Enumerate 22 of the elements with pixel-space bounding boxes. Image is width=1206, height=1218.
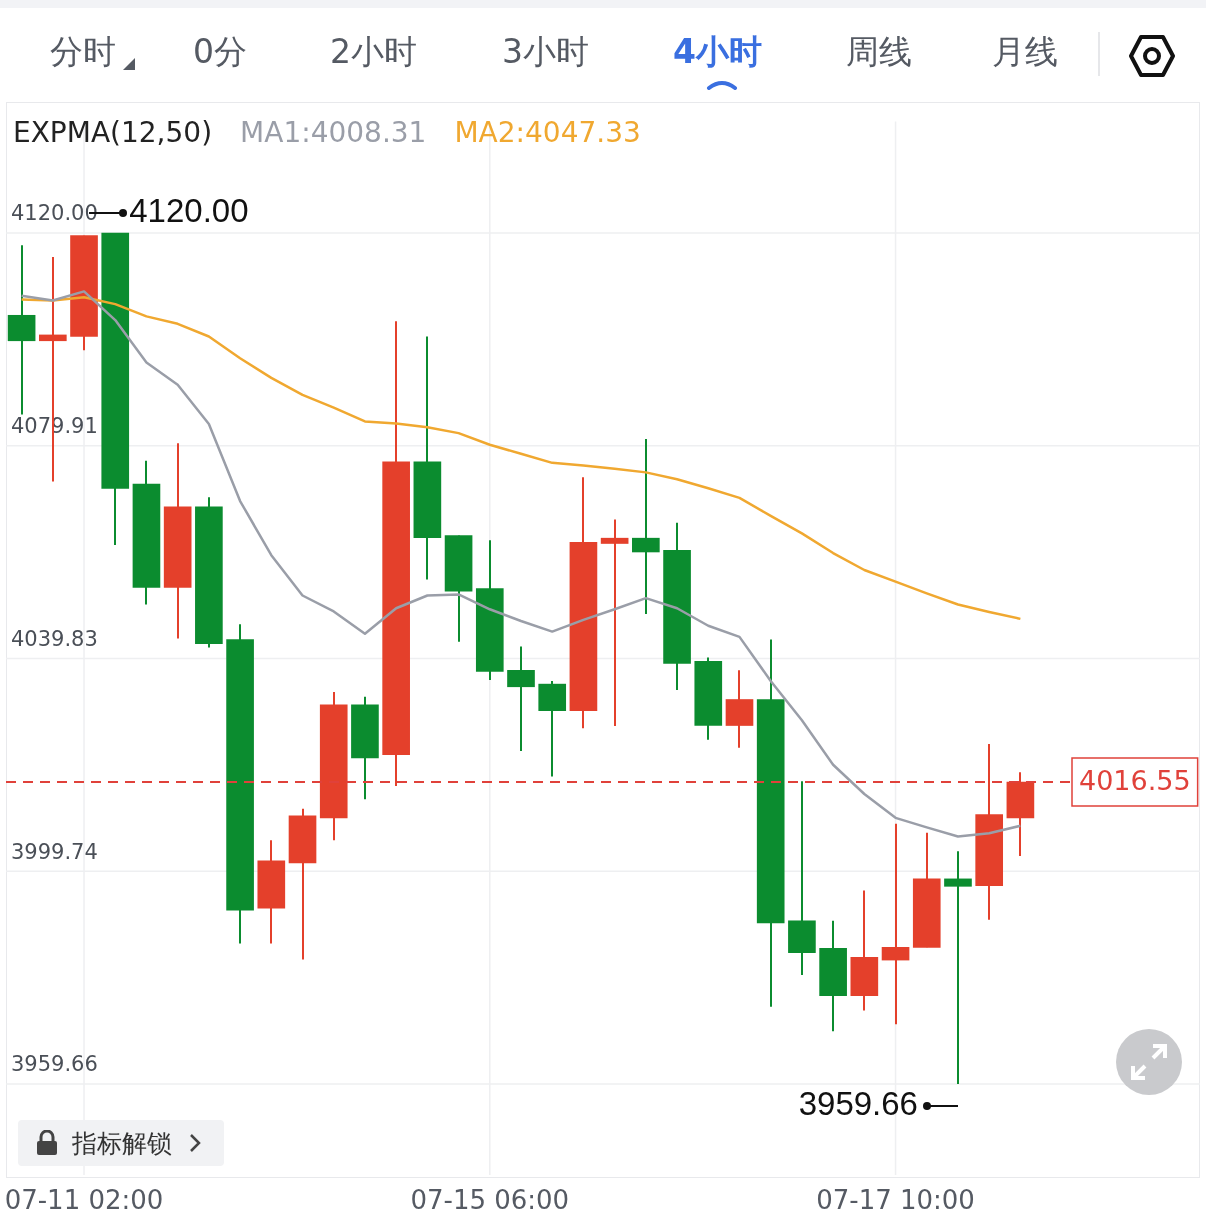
y-tick-label: 3999.74 xyxy=(11,839,98,864)
text: 3小时 xyxy=(502,31,589,73)
text: 2小时 xyxy=(330,31,417,73)
text: 周线 xyxy=(846,31,912,73)
x-tick-label: 07-17 10:00 xyxy=(816,1185,975,1216)
annotation: 4120.00 xyxy=(129,192,249,230)
ref-line-label: 4016.55 xyxy=(1079,765,1191,797)
text: MA2:4047.33 xyxy=(454,116,641,149)
text: 4小时 xyxy=(673,31,762,73)
text: 分时 xyxy=(50,31,116,73)
text: MA1:4008.31 xyxy=(240,116,427,149)
x-tick-label: 07-15 06:00 xyxy=(410,1185,570,1216)
text: 0分 xyxy=(193,31,247,73)
text: 月线 xyxy=(992,31,1058,73)
y-tick-label: 4039.83 xyxy=(11,626,98,651)
legend-title: EXPMA(12,50) xyxy=(13,116,213,149)
x-tick-label: 07-11 02:00 xyxy=(4,1185,164,1216)
unlock-button: 指标解锁 xyxy=(18,1120,224,1166)
annotation: 指标解锁 xyxy=(72,1127,172,1160)
annotation: 3959.66 xyxy=(798,1085,918,1123)
y-tick-label: 4120.00 xyxy=(11,201,98,226)
y-tick-label: 3959.66 xyxy=(11,1052,98,1077)
